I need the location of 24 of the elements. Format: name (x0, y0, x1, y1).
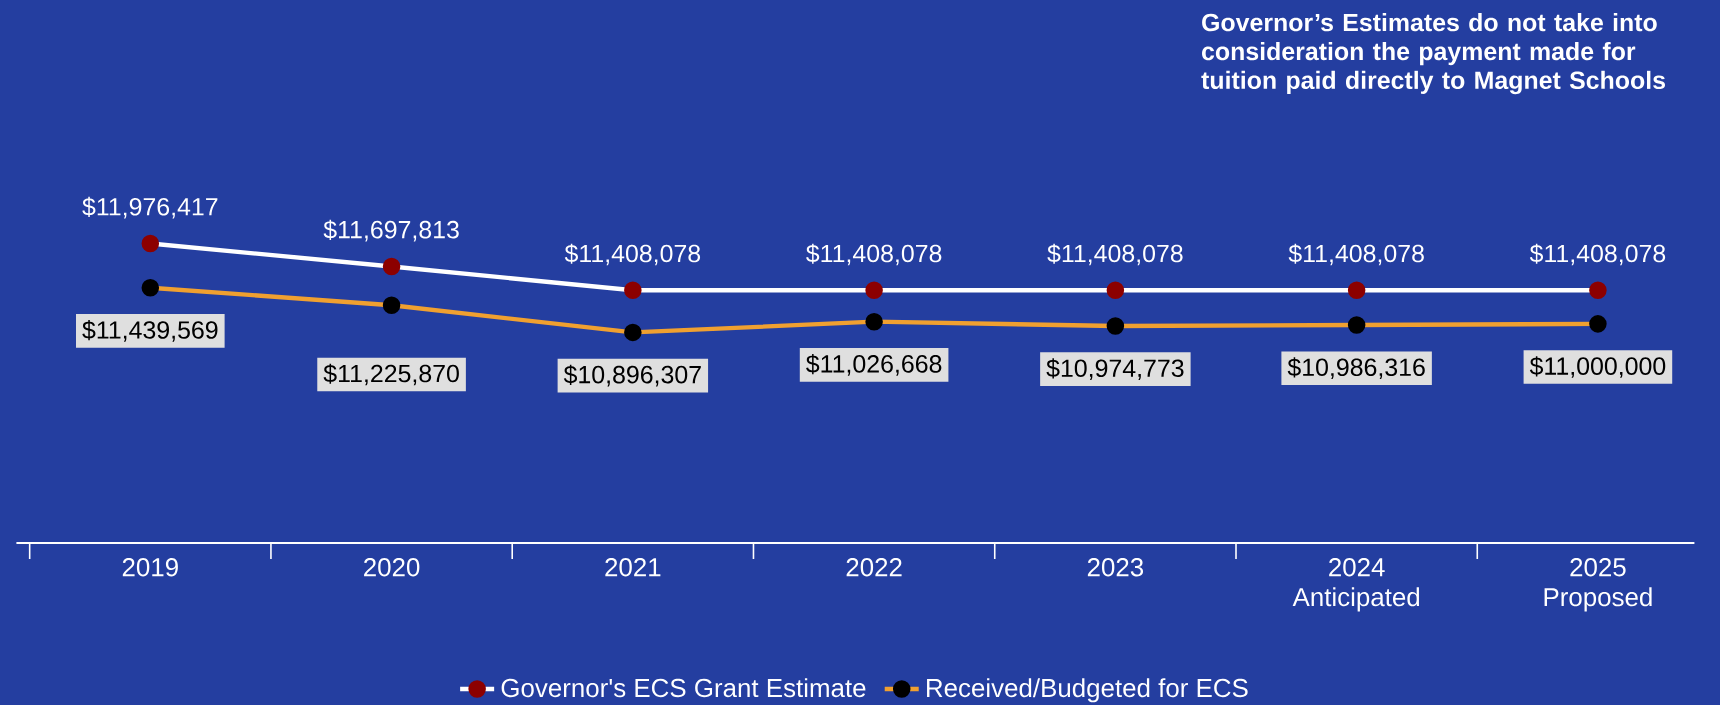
x-tick-label: 2025 Proposed (1544, 558, 1652, 612)
legend-label: Received/Budgeted for ECS (927, 678, 1248, 703)
data-label: $11,439,569 (82, 320, 218, 342)
data-label: $11,000,000 (1529, 356, 1666, 378)
legend-label: Governor's ECS Grant Estimate (501, 678, 866, 698)
data-label: $10,986,316 (1287, 357, 1425, 380)
x-tick-label: 2022 (846, 558, 902, 577)
data-label: $11,408,078 (1529, 243, 1666, 266)
data-label: $11,976,417 (82, 196, 218, 219)
data-label: $11,026,668 (806, 354, 942, 376)
data-label: $11,225,870 (323, 363, 459, 386)
data-label: $11,408,078 (806, 243, 942, 266)
x-tick-label: 2021 (605, 558, 661, 577)
text: Governor’s Estimates do not take into consideration the payment made for tuition paid directly to Magnet Schools (1201, 13, 1665, 95)
data-label: $10,974,773 (1046, 358, 1184, 381)
data-label: $11,697,813 (323, 219, 459, 242)
data-label: $11,408,078 (1288, 243, 1424, 266)
x-tick-label: 2020 (364, 558, 420, 577)
data-label: $11,408,078 (1047, 243, 1183, 266)
x-tick-label: 2023 (1087, 558, 1144, 577)
x-tick-label: 2019 (122, 558, 178, 577)
x-tick-label: 2024 Anticipated (1292, 558, 1420, 612)
data-label: $11,408,078 (564, 243, 701, 266)
data-label: $10,896,307 (563, 364, 701, 387)
